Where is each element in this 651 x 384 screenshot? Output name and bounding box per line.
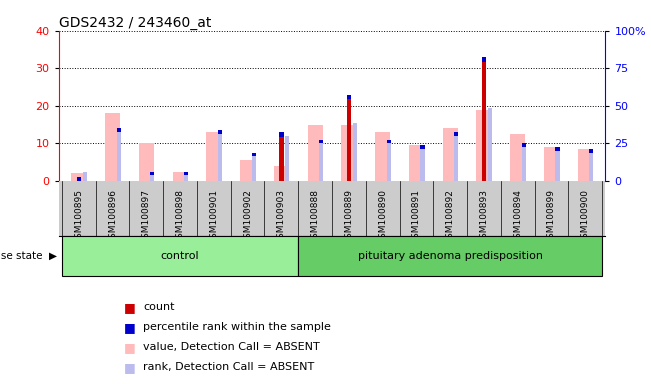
Bar xyxy=(341,124,357,181)
Text: percentile rank within the sample: percentile rank within the sample xyxy=(143,322,331,332)
Bar xyxy=(387,140,391,143)
Bar xyxy=(206,132,221,181)
Bar xyxy=(184,172,188,181)
Bar xyxy=(555,147,559,181)
Text: ■: ■ xyxy=(124,341,135,354)
Bar xyxy=(298,235,602,276)
Bar xyxy=(454,132,458,181)
Text: count: count xyxy=(143,302,174,312)
Text: GSM100892: GSM100892 xyxy=(446,189,454,244)
Bar xyxy=(105,113,120,181)
Text: GSM100897: GSM100897 xyxy=(142,189,151,244)
Text: GSM100893: GSM100893 xyxy=(479,189,488,244)
Bar xyxy=(252,153,256,156)
Text: ■: ■ xyxy=(124,361,135,374)
Bar xyxy=(218,130,222,181)
Bar xyxy=(477,109,492,181)
Bar xyxy=(409,145,424,181)
Bar xyxy=(521,143,526,181)
Text: disease state  ▶: disease state ▶ xyxy=(0,251,57,261)
Text: GSM100894: GSM100894 xyxy=(513,189,522,244)
Bar xyxy=(555,147,559,151)
Text: GSM100896: GSM100896 xyxy=(108,189,117,244)
Bar xyxy=(482,57,486,181)
Bar xyxy=(71,174,87,181)
Text: ■: ■ xyxy=(124,301,135,314)
Bar xyxy=(139,143,154,181)
Text: GSM100899: GSM100899 xyxy=(547,189,556,244)
Text: GSM100891: GSM100891 xyxy=(412,189,421,244)
Text: value, Detection Call = ABSENT: value, Detection Call = ABSENT xyxy=(143,342,320,352)
Bar xyxy=(117,128,120,132)
Text: GSM100889: GSM100889 xyxy=(344,189,353,244)
Bar xyxy=(279,132,284,181)
Text: pituitary adenoma predisposition: pituitary adenoma predisposition xyxy=(357,251,543,261)
Bar xyxy=(347,94,351,99)
Bar xyxy=(77,177,81,181)
Bar xyxy=(454,132,458,136)
Bar xyxy=(482,57,486,61)
Bar xyxy=(319,140,324,181)
Bar xyxy=(150,172,154,175)
Text: GSM100901: GSM100901 xyxy=(210,189,218,244)
Text: ■: ■ xyxy=(124,321,135,334)
Bar xyxy=(589,149,593,181)
Text: GSM100898: GSM100898 xyxy=(176,189,185,244)
Bar xyxy=(353,123,357,181)
Bar xyxy=(319,140,324,143)
Bar xyxy=(488,108,492,181)
Text: GSM100888: GSM100888 xyxy=(311,189,320,244)
Bar xyxy=(184,172,188,175)
Text: control: control xyxy=(161,251,199,261)
Bar xyxy=(285,136,290,181)
Text: GSM100900: GSM100900 xyxy=(581,189,590,244)
Bar xyxy=(510,134,525,181)
Bar xyxy=(274,166,289,181)
Bar xyxy=(347,94,351,181)
Bar xyxy=(521,143,526,147)
Text: rank, Detection Call = ABSENT: rank, Detection Call = ABSENT xyxy=(143,362,314,372)
Bar xyxy=(375,132,390,181)
Bar xyxy=(77,177,81,182)
Bar xyxy=(421,145,424,149)
Bar xyxy=(150,172,154,181)
Text: GSM100902: GSM100902 xyxy=(243,189,252,244)
Text: GSM100890: GSM100890 xyxy=(378,189,387,244)
Text: GSM100903: GSM100903 xyxy=(277,189,286,244)
Bar xyxy=(544,147,559,181)
Bar xyxy=(577,149,593,181)
Bar xyxy=(240,160,255,181)
Bar xyxy=(387,140,391,181)
Bar xyxy=(443,128,458,181)
Bar xyxy=(307,124,323,181)
Bar xyxy=(117,128,120,181)
Text: GDS2432 / 243460_at: GDS2432 / 243460_at xyxy=(59,16,211,30)
Bar xyxy=(252,153,256,181)
Bar xyxy=(218,130,222,134)
Bar xyxy=(589,149,593,152)
Text: GSM100895: GSM100895 xyxy=(74,189,83,244)
Bar xyxy=(279,132,284,137)
Bar xyxy=(173,172,187,181)
Bar xyxy=(62,235,298,276)
Bar xyxy=(83,172,87,181)
Bar xyxy=(421,145,424,181)
